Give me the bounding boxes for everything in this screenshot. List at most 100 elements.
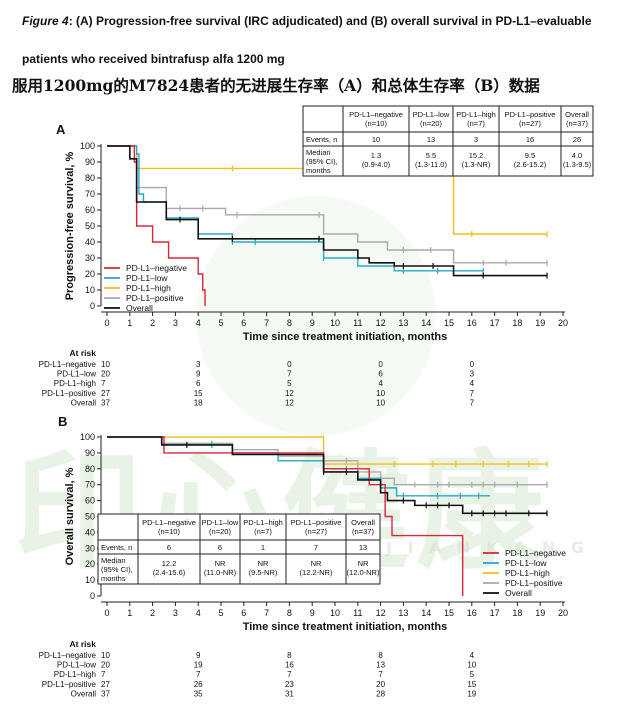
at-risk-value: 28 <box>376 689 385 698</box>
table-header: PD-L1–high (n=7) <box>456 110 496 128</box>
y-tick-label: 0 <box>90 301 95 311</box>
chinese-title: 服用1200mg的M7824患者的无进展生存率（A）和总体生存率（B）数据 <box>12 76 540 95</box>
x-tick-label: 4 <box>196 608 201 618</box>
at-risk-value: 12 <box>285 398 294 407</box>
y-tick-label: 40 <box>85 237 95 247</box>
at-risk-title: At risk <box>70 639 97 649</box>
legend-label-negative: PD-L1–negative <box>505 548 566 558</box>
table-cell: NR (12.0-NR) <box>347 559 380 577</box>
table-cell: 15.2 (1.3-NR) <box>462 151 491 169</box>
at-risk-value: 7 <box>287 370 292 379</box>
x-tick-label: 12 <box>376 318 386 328</box>
summary-table-frame <box>97 513 381 585</box>
table-cell: 6 <box>218 543 222 552</box>
at-risk-row-label: PD-L1–high <box>54 379 96 388</box>
table-cell: 12.2 (2.4-15.6) <box>153 559 186 577</box>
y-tick-label: 100 <box>80 141 95 151</box>
y-tick-label: 70 <box>85 480 95 490</box>
figure-caption-line1: Figure 4: (A) Progression-free survival … <box>22 14 592 28</box>
x-tick-label: 18 <box>512 608 522 618</box>
x-tick-label: 7 <box>264 608 269 618</box>
at-risk-value: 4 <box>470 651 475 660</box>
at-risk-value: 15 <box>194 389 203 398</box>
table-cell: 3 <box>474 135 478 144</box>
table-row-label: Events, n <box>306 135 337 144</box>
legend-label-high: PD-L1–high <box>126 283 171 293</box>
x-tick-label: 15 <box>444 608 454 618</box>
table-cell: NR (12.2-NR) <box>300 559 333 577</box>
legend-label-low: PD-L1–low <box>505 558 547 568</box>
at-risk-value: 19 <box>194 661 203 670</box>
table-row-label: Median (95% CI), months <box>101 556 133 583</box>
at-risk-value: 9 <box>196 651 201 660</box>
at-risk-value: 26 <box>194 680 203 689</box>
at-risk-value: 10 <box>376 389 385 398</box>
y-tick-label: 50 <box>85 221 95 231</box>
x-tick-label: 10 <box>330 608 340 618</box>
x-tick-label: 16 <box>467 318 477 328</box>
at-risk-value: 15 <box>467 680 476 689</box>
x-tick-label: 14 <box>421 318 431 328</box>
y-tick-label: 90 <box>85 448 95 458</box>
table-cell: 16 <box>526 135 534 144</box>
y-tick-label: 20 <box>85 559 95 569</box>
km-curve-negative <box>107 145 206 306</box>
x-axis-title: Time since treatment initiation, months <box>243 621 448 633</box>
x-tick-label: 17 <box>490 318 500 328</box>
table-header: PD-L1–negative (n=10) <box>349 110 403 128</box>
x-tick-label: 8 <box>287 608 292 618</box>
at-risk-value: 3 <box>470 370 475 379</box>
table-header: PD-L1–low (n=20) <box>413 110 450 128</box>
y-axis-title: Progression-free survival, % <box>64 152 76 301</box>
at-risk-value: 7 <box>470 389 475 398</box>
x-tick-label: 7 <box>264 318 269 328</box>
y-tick-label: 30 <box>85 543 95 553</box>
x-tick-label: 6 <box>241 608 246 618</box>
y-tick-label: 80 <box>85 464 95 474</box>
x-tick-label: 20 <box>558 608 568 618</box>
at-risk-value: 37 <box>101 398 110 407</box>
x-tick-label: 13 <box>398 608 408 618</box>
table-header: PD-L1–high (n=7) <box>243 518 283 536</box>
at-risk-row-label: PD-L1–negative <box>39 360 97 369</box>
x-tick-label: 19 <box>535 608 545 618</box>
x-tick-label: 10 <box>330 318 340 328</box>
panel-label-b: B <box>58 414 67 429</box>
figure-label: Figure 4 <box>22 14 69 28</box>
x-tick-label: 11 <box>353 318 362 328</box>
table-cell: 7 <box>314 543 318 552</box>
at-risk-value: 12 <box>285 389 294 398</box>
y-tick-label: 40 <box>85 527 95 537</box>
x-tick-label: 0 <box>104 318 109 328</box>
x-axis-title: Time since treatment initiation, months <box>243 331 448 343</box>
at-risk-value: 31 <box>285 689 294 698</box>
at-risk-value: 27 <box>101 680 110 689</box>
at-risk-value: 4 <box>378 379 383 388</box>
table-header: PD-L1–low (n=20) <box>202 518 239 536</box>
at-risk-value: 5 <box>470 670 475 679</box>
at-risk-row-label: Overall <box>71 689 97 698</box>
x-tick-label: 5 <box>218 318 223 328</box>
at-risk-value: 5 <box>287 379 292 388</box>
legend-label-overall: Overall <box>126 303 153 313</box>
x-tick-label: 4 <box>196 318 201 328</box>
at-risk-value: 7 <box>378 670 383 679</box>
at-risk-value: 4 <box>470 379 475 388</box>
x-tick-label: 8 <box>287 318 292 328</box>
x-tick-label: 16 <box>467 608 477 618</box>
table-header: PD-L1–positive (n=27) <box>291 518 342 536</box>
x-tick-label: 0 <box>104 608 109 618</box>
at-risk-value: 9 <box>196 370 201 379</box>
x-tick-label: 2 <box>150 318 155 328</box>
legend-label-positive: PD-L1–positive <box>505 578 563 588</box>
table-cell: 1 <box>261 543 265 552</box>
y-tick-label: 30 <box>85 253 95 263</box>
table-row-label: Median (95% CI), months <box>306 148 338 175</box>
at-risk-row-label: PD-L1–positive <box>42 389 97 398</box>
at-risk-value: 27 <box>101 389 110 398</box>
km-curve-overall <box>107 436 548 515</box>
table-header: PD-L1–positive (n=27) <box>505 110 556 128</box>
at-risk-title: At risk <box>70 348 97 358</box>
at-risk-value: 23 <box>285 680 294 689</box>
